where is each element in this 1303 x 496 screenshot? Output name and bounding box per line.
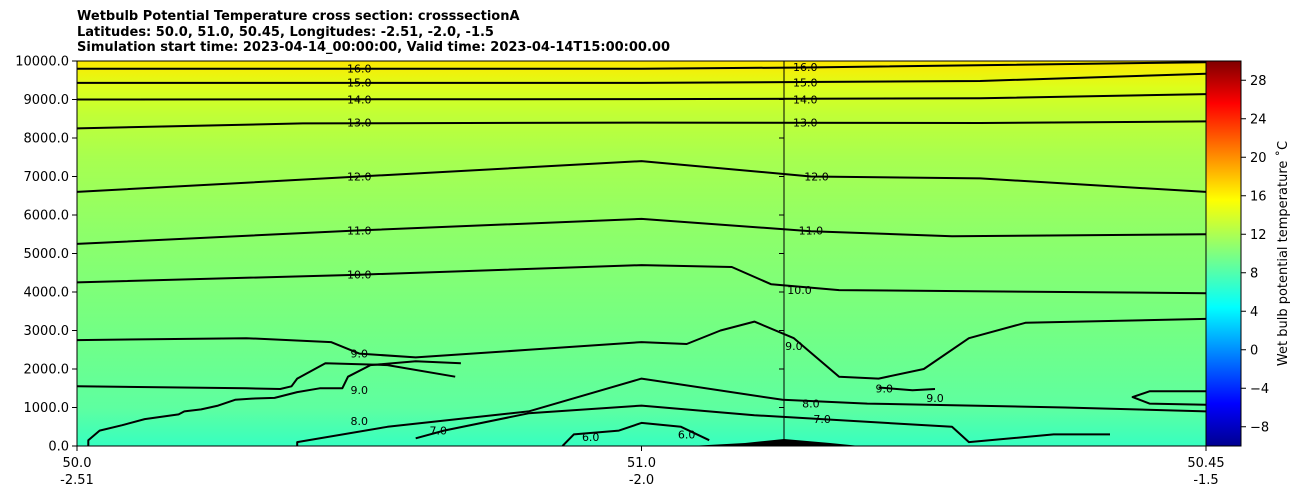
y-tick-label: 6000.0 (24, 209, 70, 224)
contour-label: 9.0 (875, 382, 893, 395)
y-tick-label: 7000.0 (24, 170, 70, 185)
contour-label: 16.0 (793, 61, 818, 74)
x-tick-lon: -2.0 (629, 473, 654, 488)
y-tick-label: 0.0 (48, 440, 69, 455)
colorbar-tick-label: 0 (1250, 343, 1258, 358)
contour-line-14.0 (77, 93, 1206, 101)
colorbar-tick-label: 12 (1250, 228, 1267, 243)
contour-line-7.0 (415, 404, 1110, 444)
colorbar-tick-label: 24 (1250, 112, 1267, 127)
x-tick-lat: 50.0 (63, 456, 92, 471)
contour-label: 9.0 (785, 340, 803, 353)
contour-label: 10.0 (347, 269, 372, 282)
contour-label: 16.0 (347, 63, 372, 76)
contour-line-9.0 (1131, 390, 1206, 406)
contour-line-9.0 (87, 360, 461, 446)
colorbar (1205, 60, 1242, 447)
title-line-1: Wetbulb Potential Temperature cross sect… (77, 9, 520, 24)
contour-label: 14.0 (347, 94, 372, 107)
colorbar-tick-label: 28 (1250, 74, 1267, 89)
contour-label: 9.0 (926, 392, 944, 405)
contour-label: 7.0 (430, 425, 448, 438)
contour-line-16.0 (77, 61, 1206, 70)
chart-title: Wetbulb Potential Temperature cross sect… (77, 9, 670, 56)
colorbar-tick-label: −8 (1250, 420, 1269, 435)
contour-line-13.0 (77, 120, 1206, 130)
x-tick-lat: 50.45 (1187, 456, 1224, 471)
y-tick-label: 5000.0 (24, 247, 70, 262)
contour-label: 7.0 (813, 413, 831, 426)
x-tick-lon: -2.51 (60, 473, 94, 488)
y-tick-label: 3000.0 (24, 324, 70, 339)
contour-label: 6.0 (582, 431, 600, 444)
contour-line-9.0 (77, 317, 1206, 380)
contour-line-9.0 (77, 362, 456, 390)
contour-label: 9.0 (351, 348, 369, 361)
y-tick-label: 8000.0 (24, 132, 70, 147)
contour-label: 11.0 (799, 224, 824, 237)
contour-label: 12.0 (347, 171, 372, 184)
contour-label: 15.0 (793, 77, 818, 90)
contour-label: 14.0 (793, 94, 818, 107)
contour-label: 6.0 (678, 428, 696, 441)
colorbar-tick-label: −4 (1250, 382, 1269, 397)
y-tick-label: 10000.0 (15, 55, 69, 70)
contour-label: 8.0 (802, 398, 820, 411)
title-line-2: Latitudes: 50.0, 51.0, 50.45, Longitudes… (77, 24, 494, 40)
contour-line-9.0 (878, 386, 936, 392)
terrain-wedge (690, 439, 860, 446)
colorbar-tick-label: 4 (1250, 305, 1258, 320)
contour-label: 10.0 (787, 284, 812, 297)
colorbar-label: Wet bulb potential temperature ˚C (1275, 141, 1291, 366)
contour-label: 9.0 (351, 384, 369, 397)
y-tick-label: 1000.0 (24, 401, 70, 416)
contour-line-15.0 (77, 72, 1206, 84)
contour-label: 15.0 (347, 77, 372, 90)
contour-label: 13.0 (347, 117, 372, 130)
title-line-3: Simulation start time: 2023-04-14_00:00:… (77, 40, 670, 55)
contour-line-10.0 (77, 264, 1206, 295)
contour-label: 8.0 (351, 415, 369, 428)
y-tick-label: 9000.0 (24, 93, 70, 108)
x-tick-lat: 51.0 (627, 456, 656, 471)
contour-label: 12.0 (804, 171, 829, 184)
x-tick-lon: -1.5 (1193, 473, 1218, 488)
contour-label: 11.0 (347, 224, 372, 237)
y-tick-label: 4000.0 (24, 286, 70, 301)
contour-line-6.0 (561, 421, 710, 446)
contour-line-11.0 (77, 217, 1206, 245)
y-tick-label: 2000.0 (24, 363, 70, 378)
colorbar-tick-label: 8 (1250, 266, 1258, 281)
contour-line-8.0 (296, 377, 1206, 446)
colorbar-tick-label: 16 (1250, 189, 1267, 204)
contour-line-12.0 (77, 160, 1206, 193)
colorbar-tick-label: 20 (1250, 151, 1267, 166)
contour-label: 13.0 (793, 117, 818, 130)
